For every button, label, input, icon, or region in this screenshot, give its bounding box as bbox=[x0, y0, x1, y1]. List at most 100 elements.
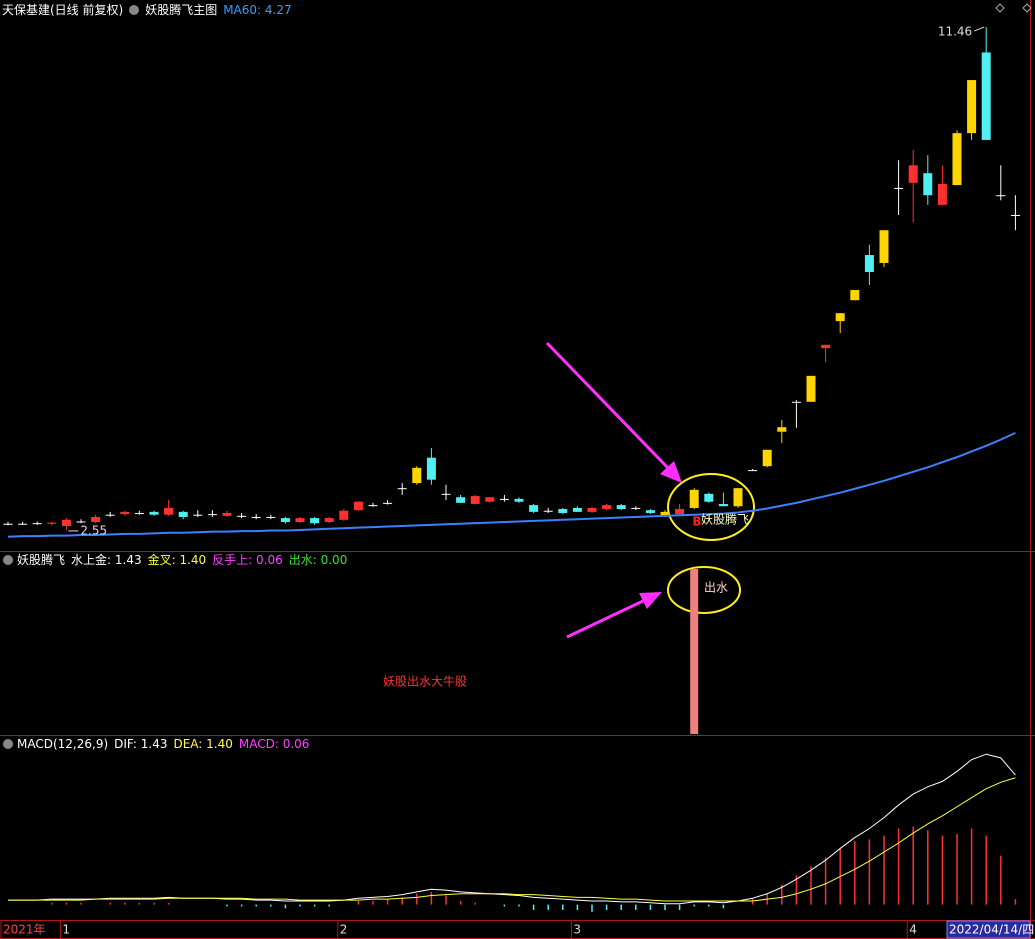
candle-body bbox=[704, 493, 714, 502]
panel-header: 妖股腾飞 水上金: 1.43 金叉: 1.40 反手上: 0.06 出水: 0.00 bbox=[17, 552, 347, 567]
header-item: 妖股腾飞主图 bbox=[145, 2, 217, 17]
candle-body bbox=[791, 401, 801, 403]
candle-body bbox=[587, 507, 597, 512]
candle-body bbox=[339, 510, 349, 520]
candle-body bbox=[412, 467, 422, 484]
arrowhead bbox=[660, 461, 682, 483]
header-item: MA60: 4.27 bbox=[223, 3, 291, 17]
candle-body bbox=[558, 509, 568, 514]
candle-body bbox=[499, 498, 509, 500]
max-pointer bbox=[974, 26, 985, 32]
candle-body bbox=[718, 503, 728, 507]
candle-body bbox=[193, 514, 203, 516]
arrow bbox=[545, 341, 670, 470]
candle-body bbox=[514, 498, 524, 502]
candle-body bbox=[32, 523, 42, 525]
candle-body bbox=[134, 513, 144, 515]
candle-body bbox=[879, 230, 889, 263]
candle-body bbox=[996, 195, 1006, 197]
candle-body bbox=[485, 497, 495, 502]
header-item: MACD(12,26,9) bbox=[17, 737, 108, 751]
candle-body bbox=[456, 497, 466, 503]
x-tick-label: 2021年 bbox=[3, 923, 46, 937]
candle-body bbox=[937, 183, 947, 205]
arrow bbox=[566, 599, 644, 639]
x-tick-label: 1 bbox=[62, 923, 70, 937]
signal-bar bbox=[690, 569, 699, 734]
x-tick-label: 2 bbox=[340, 923, 348, 937]
signal-label: 出水 bbox=[704, 581, 728, 595]
min-label: 2.55 bbox=[80, 523, 107, 537]
candle-body bbox=[310, 518, 320, 524]
signal-label: 妖股腾飞 bbox=[701, 512, 749, 527]
candle-body bbox=[602, 505, 612, 510]
candle-body bbox=[981, 52, 991, 140]
candle-body bbox=[806, 375, 816, 402]
candle-body bbox=[470, 496, 480, 504]
candle-body bbox=[120, 511, 130, 515]
candle-body bbox=[47, 522, 57, 524]
arrowhead bbox=[639, 592, 662, 609]
candle-body bbox=[280, 518, 290, 523]
candle-body bbox=[91, 516, 101, 523]
candle-body bbox=[295, 518, 305, 523]
candle-body bbox=[76, 521, 86, 523]
panel-header: 天保基建(日线 前复权) 妖股腾飞主图 MA60: 4.27 bbox=[2, 2, 292, 17]
candle-body bbox=[397, 488, 407, 490]
macd-line bbox=[8, 777, 1016, 902]
header-item: DIF: 1.43 bbox=[114, 737, 167, 751]
candle-body bbox=[733, 488, 743, 507]
header-item: MACD: 0.06 bbox=[239, 737, 310, 751]
candle-body bbox=[266, 516, 276, 518]
candle-body bbox=[572, 507, 582, 512]
candle-body bbox=[178, 511, 188, 517]
menu-icon[interactable] bbox=[3, 739, 13, 749]
candle-body bbox=[222, 513, 232, 516]
candle-body bbox=[894, 187, 904, 189]
header-item: 天保基建(日线 前复权) bbox=[2, 2, 123, 17]
highlight-ellipse bbox=[667, 473, 755, 541]
x-tick-label: 4 bbox=[909, 923, 917, 937]
candle-body bbox=[850, 290, 860, 301]
candle-body bbox=[675, 509, 685, 515]
candle-body bbox=[748, 470, 758, 472]
candle-body bbox=[631, 507, 641, 509]
buy-marker: B bbox=[692, 515, 701, 529]
header-item: 妖股腾飞 bbox=[17, 552, 65, 567]
candle-body bbox=[864, 255, 874, 272]
max-label: 11.46 bbox=[938, 25, 972, 39]
candle-body bbox=[821, 344, 831, 349]
candle-body bbox=[967, 80, 977, 134]
candle-body bbox=[105, 514, 115, 516]
candle-body bbox=[952, 133, 962, 186]
header-item: 反手上: 0.06 bbox=[212, 553, 283, 567]
panel-header: MACD(12,26,9) DIF: 1.43 DEA: 1.40 MACD: 0.0… bbox=[17, 737, 309, 751]
candle-body bbox=[441, 493, 451, 495]
diamond-icon[interactable] bbox=[1022, 3, 1032, 13]
candle-body bbox=[251, 516, 261, 518]
candle-body bbox=[660, 511, 670, 516]
menu-icon[interactable] bbox=[129, 5, 139, 15]
candle-body bbox=[61, 519, 71, 526]
candle-body bbox=[543, 510, 553, 512]
diamond-icon[interactable] bbox=[995, 3, 1005, 13]
candle-body bbox=[237, 515, 247, 517]
candle-body bbox=[689, 489, 699, 508]
menu-icon[interactable] bbox=[3, 555, 13, 565]
candle-body bbox=[3, 523, 13, 525]
headline: 妖股出水大牛股 bbox=[383, 674, 467, 689]
candle-body bbox=[368, 505, 378, 507]
ma-line bbox=[7, 431, 1016, 538]
candle-body bbox=[835, 313, 845, 322]
candle-body bbox=[164, 507, 174, 515]
candle-body bbox=[1010, 214, 1020, 216]
candle-body bbox=[762, 449, 772, 467]
annotation-shapes bbox=[545, 341, 755, 639]
candle-body bbox=[149, 511, 159, 515]
header-item: 出水: 0.00 bbox=[289, 553, 348, 567]
candle-body bbox=[529, 505, 539, 512]
candle-body bbox=[616, 505, 626, 510]
header-item: 水上金: 1.43 bbox=[71, 552, 142, 567]
